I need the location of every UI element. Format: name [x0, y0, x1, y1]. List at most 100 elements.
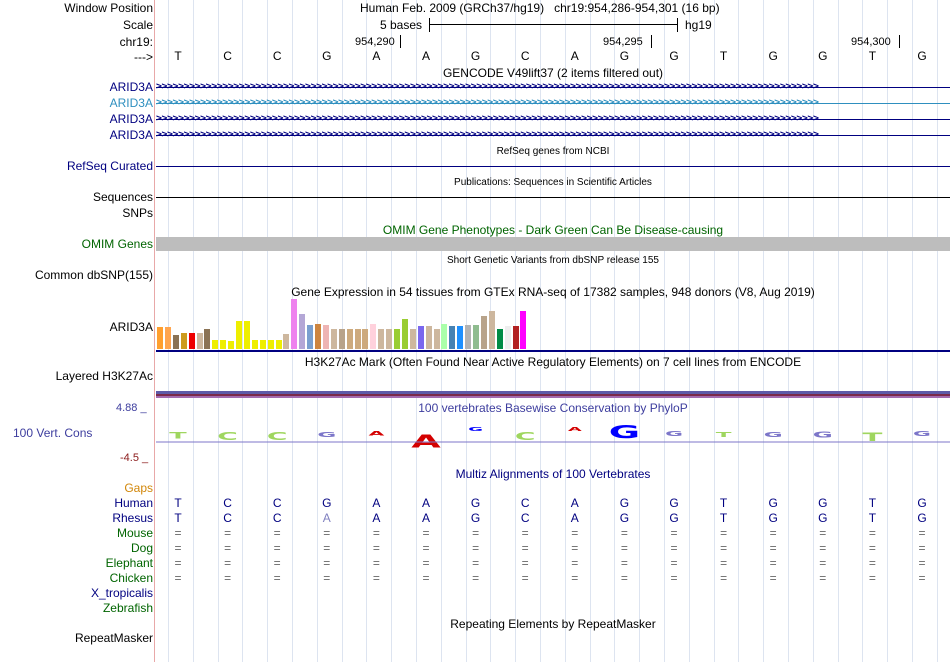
gtex-tissue-bar[interactable] — [228, 341, 235, 349]
gtex-tissue-bar[interactable] — [520, 311, 527, 349]
refseq-gene-line[interactable] — [156, 166, 950, 167]
gtex-tissue-bar[interactable] — [433, 329, 440, 349]
gtex-tissue-bar[interactable] — [243, 321, 250, 349]
gaps-label[interactable]: Gaps — [124, 481, 153, 495]
gencode-transcript-line[interactable]: >>>>>>>>>>>>>>>>>>>>>>>>>>>>>>>>>>>>>>>>… — [156, 112, 950, 126]
gtex-tissue-bar[interactable] — [496, 329, 503, 349]
alignment-base: = — [571, 541, 579, 555]
alignment-base: C — [520, 511, 530, 525]
species-label[interactable]: Rhesus — [112, 511, 153, 525]
gtex-gene-label[interactable]: ARID3A — [109, 320, 153, 334]
gtex-tissue-bar[interactable] — [449, 326, 456, 349]
sequences-label[interactable]: Sequences — [92, 190, 153, 204]
label-gutter-divider — [154, 0, 155, 662]
gtex-tissue-bar[interactable] — [378, 329, 385, 349]
gencode-item-label[interactable]: ARID3A — [109, 96, 153, 110]
scale-label[interactable]: Scale — [122, 18, 153, 32]
gtex-tissue-bar[interactable] — [267, 340, 274, 349]
alignment-base: = — [769, 556, 777, 570]
gtex-tissue-bar[interactable] — [354, 329, 361, 349]
alignment-base: = — [273, 571, 281, 585]
gtex-tissue-bar[interactable] — [370, 324, 377, 349]
species-label[interactable]: Mouse — [116, 526, 153, 540]
gtex-tissue-bar[interactable] — [172, 335, 179, 349]
gtex-tissue-bar[interactable] — [417, 326, 424, 349]
gencode-item-label[interactable]: ARID3A — [109, 128, 153, 142]
gtex-tissue-bar[interactable] — [212, 340, 219, 349]
gtex-tissue-bar[interactable] — [362, 329, 369, 349]
gtex-tissue-bar[interactable] — [441, 324, 448, 349]
layered-h3k27ac-label[interactable]: Layered H3K27Ac — [55, 369, 153, 383]
vert-cons-label[interactable]: 100 Vert. Cons — [13, 426, 93, 440]
gtex-tissue-bar[interactable] — [283, 334, 290, 349]
species-label[interactable]: Elephant — [105, 556, 153, 570]
h3k27ac-signal-band[interactable] — [156, 391, 950, 398]
gtex-tissue-bar[interactable] — [299, 314, 306, 349]
gtex-tissue-bar[interactable] — [401, 319, 408, 349]
alignment-base: G — [768, 496, 778, 510]
species-label[interactable]: Zebrafish — [102, 601, 153, 615]
alignment-base: A — [372, 496, 381, 510]
publications-line[interactable] — [156, 197, 950, 198]
gencode-transcript-line[interactable]: >>>>>>>>>>>>>>>>>>>>>>>>>>>>>>>>>>>>>>>>… — [156, 96, 950, 110]
gtex-tissue-bar[interactable] — [315, 324, 321, 349]
repeatmasker-label[interactable]: RepeatMasker — [74, 631, 153, 645]
alignment-base: = — [720, 541, 728, 555]
snps-label[interactable]: SNPs — [122, 206, 153, 220]
gtex-tissue-bar[interactable] — [386, 329, 393, 349]
gtex-tissue-bar[interactable] — [394, 329, 400, 349]
gtex-tissue-bar[interactable] — [330, 329, 337, 349]
chrom-label[interactable]: chr19: — [119, 35, 153, 49]
gencode-transcript-line[interactable]: >>>>>>>>>>>>>>>>>>>>>>>>>>>>>>>>>>>>>>>>… — [156, 128, 950, 142]
species-label[interactable]: Chicken — [109, 571, 153, 585]
gencode-transcript-line[interactable]: >>>>>>>>>>>>>>>>>>>>>>>>>>>>>>>>>>>>>>>>… — [156, 80, 950, 94]
base-letter: T — [174, 49, 182, 63]
species-label[interactable]: X_tropicalis — [90, 586, 153, 600]
gtex-tissue-bar[interactable] — [322, 325, 329, 349]
gencode-item-label[interactable]: ARID3A — [109, 80, 153, 94]
refseq-curated-label[interactable]: RefSeq Curated — [66, 159, 153, 173]
gtex-tissue-bar[interactable] — [251, 340, 258, 349]
gtex-tissue-bar[interactable] — [157, 327, 163, 349]
grid-line — [589, 0, 591, 662]
gtex-tissue-bar[interactable] — [220, 340, 227, 349]
gtex-tissue-bar[interactable] — [291, 299, 298, 349]
alignment-base: G — [619, 511, 630, 525]
gtex-tissue-bar[interactable] — [480, 316, 487, 349]
grid-line — [217, 0, 219, 662]
species-label[interactable]: Human — [114, 496, 153, 510]
gtex-tissue-bar[interactable] — [512, 326, 519, 349]
alignment-base: G — [322, 496, 332, 510]
omim-genes-label[interactable]: OMIM Genes — [81, 237, 153, 251]
gtex-tissue-bar[interactable] — [346, 329, 353, 349]
common-dbsnp-label[interactable]: Common dbSNP(155) — [34, 268, 153, 282]
gtex-tissue-bar[interactable] — [504, 326, 511, 349]
gtex-tissue-bar[interactable] — [473, 325, 479, 349]
omim-gene-bar[interactable] — [156, 237, 950, 251]
alignment-base: = — [422, 526, 430, 540]
gtex-tissue-bar[interactable] — [164, 327, 171, 349]
gtex-tissue-bar[interactable] — [425, 326, 432, 349]
gtex-tissue-bar[interactable] — [204, 329, 211, 349]
gtex-tissue-bar[interactable] — [196, 333, 203, 349]
gtex-tissue-bar[interactable] — [465, 325, 472, 349]
strand-arrow-label[interactable]: ---> — [134, 50, 153, 64]
gtex-tissue-bar[interactable] — [188, 333, 195, 349]
gtex-tissue-bar[interactable] — [275, 340, 282, 349]
gencode-item-label[interactable]: ARID3A — [109, 112, 153, 126]
grid-line — [416, 0, 417, 662]
gtex-tissue-bar[interactable] — [236, 321, 242, 349]
gtex-tissue-bar[interactable] — [259, 340, 266, 349]
gtex-tissue-bar[interactable] — [180, 333, 187, 349]
species-label[interactable]: Dog — [130, 541, 153, 555]
alignment-base: = — [819, 526, 827, 540]
gtex-tissue-bar[interactable] — [457, 326, 464, 349]
gtex-tissue-bar[interactable] — [307, 325, 314, 349]
gtex-tissue-bar[interactable] — [409, 329, 416, 349]
gtex-tissue-bar[interactable] — [488, 311, 495, 349]
window-position-label[interactable]: Window Position — [64, 1, 153, 15]
gtex-tissue-bar[interactable] — [338, 329, 345, 349]
gtex-expression-chart[interactable] — [156, 299, 950, 349]
